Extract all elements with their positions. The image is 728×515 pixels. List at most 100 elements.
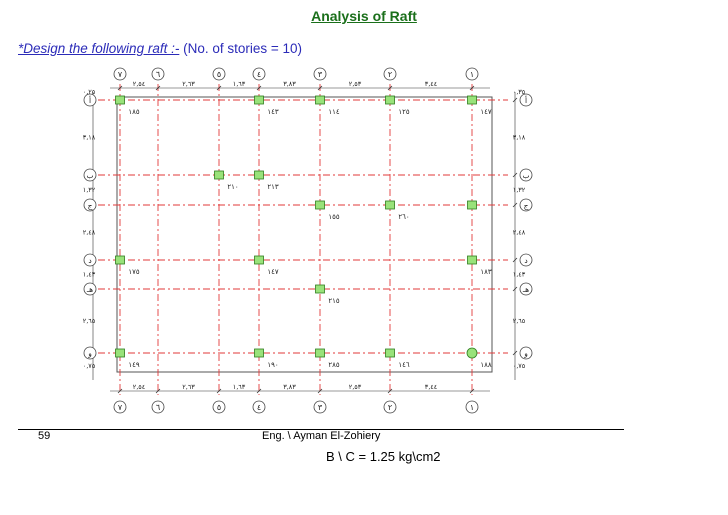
bottom-dimension-label: ٣,٨٣ — [283, 383, 296, 391]
bottom-axis-label: ٤ — [257, 403, 261, 412]
right-axis-label: ب — [522, 171, 529, 180]
right-axis-bubble — [519, 168, 533, 182]
column-load-label: ١٢٥ — [398, 108, 410, 116]
top-dimension-label: ٢,٥٤ — [133, 80, 146, 88]
left-axis-bubble — [83, 346, 97, 360]
right-axis-bubble — [519, 253, 533, 267]
bottom-dimension-label: ١,٦٣ — [233, 383, 246, 391]
left-edge-dimension-bottom: ٠,٧٥ — [83, 362, 96, 370]
column-load-label: ١٥٥ — [328, 213, 340, 221]
column-load-label: ١٧٥ — [128, 268, 140, 276]
right-edge-dimension-top: ٠,٣٥ — [513, 88, 526, 96]
bottom-axis-bubble — [252, 400, 266, 414]
dimension-tick — [317, 85, 323, 91]
left-dimension-label: ٢,٦٥ — [83, 317, 96, 325]
left-axis-label: د — [88, 256, 91, 265]
top-axis-bubble — [313, 67, 327, 81]
top-axis-bubble — [465, 67, 479, 81]
left-axis-label: أ — [89, 95, 91, 105]
bottom-dimension-label: ٣,٤٤ — [425, 383, 438, 391]
top-dimension-label: ٣,٤٤ — [425, 80, 438, 88]
column-load-label: ١٤٣ — [267, 108, 279, 116]
raft-design-heading: *Design the following raft :- (No. of st… — [18, 41, 302, 56]
column-load-label: ١٨٨ — [480, 361, 492, 369]
column-load-label: ١٤٩ — [128, 361, 140, 369]
bottom-dimension-label: ٢,٥٤ — [133, 383, 146, 391]
column-footing — [385, 95, 395, 105]
bottom-dimension-label: ٢,٥٣ — [349, 383, 362, 391]
top-axis-label: ٣ — [318, 70, 323, 79]
dimension-tick — [117, 85, 123, 91]
column-load-label: ١٤٧ — [480, 108, 492, 116]
dimension-tick — [512, 286, 518, 292]
column-footing — [254, 348, 264, 358]
column-footing — [466, 347, 478, 359]
bottom-axis-bubble — [212, 400, 226, 414]
left-edge-dimension-top: ٠,٢٥ — [83, 88, 96, 96]
top-axis-label: ٦ — [156, 70, 160, 79]
dimension-tick — [216, 85, 222, 91]
column-load-label: ٢١٠ — [227, 183, 238, 191]
bottom-axis-bubble — [151, 400, 165, 414]
left-axis-label: ج — [88, 201, 93, 210]
bottom-axis-bubble — [383, 400, 397, 414]
right-dimension-label: ٢,٦٥ — [513, 317, 526, 325]
column-footing — [115, 95, 125, 105]
raft-outline — [116, 96, 493, 373]
page-title: Analysis of Raft — [311, 8, 417, 24]
dimension-tick — [155, 388, 161, 394]
dimension-tick — [512, 257, 518, 263]
column-footing — [214, 170, 224, 180]
right-axis-bubble — [519, 93, 533, 107]
top-axis-bubble — [151, 67, 165, 81]
top-axis-bubble — [113, 67, 127, 81]
top-axis-label: ٧ — [118, 70, 123, 79]
column-load-label: ١٤٦ — [398, 361, 410, 369]
page-number: 59 — [38, 430, 51, 442]
column-footing — [315, 284, 325, 294]
dimension-tick — [387, 388, 393, 394]
column-load-label: ٢١٥ — [328, 297, 340, 305]
column-footing — [254, 255, 264, 265]
top-dimension-label: ٢,٥٣ — [349, 80, 362, 88]
bottom-axis-label: ٣ — [318, 403, 323, 412]
right-dimension-label: ١,٣٢ — [513, 186, 526, 194]
top-dimension-label: ٢,٦٣ — [182, 80, 195, 88]
right-dimension-label: ٢,٤٨ — [513, 229, 526, 237]
column-load-label: ٢٦٠ — [398, 213, 409, 221]
footer-divider — [18, 429, 624, 430]
right-axis-label: أ — [525, 95, 527, 105]
left-axis-bubble — [83, 93, 97, 107]
column-footing — [467, 200, 477, 210]
left-axis-label: ب — [86, 171, 93, 180]
column-load-label: ٢٨٥ — [328, 361, 340, 369]
left-axis-bubble — [83, 168, 97, 182]
dimension-tick — [216, 388, 222, 394]
column-load-label: ١٨٥ — [128, 108, 140, 116]
top-axis-bubble — [252, 67, 266, 81]
bottom-axis-label: ٥ — [217, 403, 221, 412]
column-load-label: ١٤٧ — [267, 268, 279, 276]
column-footing — [254, 95, 264, 105]
bottom-axis-label: ٢ — [388, 403, 392, 412]
column-footing — [385, 348, 395, 358]
bottom-axis-label: ٦ — [156, 403, 160, 412]
bottom-axis-bubble — [313, 400, 327, 414]
column-footing — [385, 200, 395, 210]
right-axis-label: ج — [524, 201, 529, 210]
author-credit: Eng. \ Ayman El-Zohiery — [262, 430, 381, 442]
column-footing — [467, 255, 477, 265]
left-axis-bubble — [83, 198, 97, 212]
design-lead-text: *Design the following raft :- — [18, 41, 180, 56]
stories-note: (No. of stories = 10) — [179, 41, 303, 56]
dimension-tick — [387, 85, 393, 91]
top-axis-label: ٢ — [388, 70, 392, 79]
top-axis-bubble — [212, 67, 226, 81]
column-footing — [315, 95, 325, 105]
dimension-tick — [256, 85, 262, 91]
top-axis-label: ٤ — [257, 70, 261, 79]
dimension-tick — [117, 388, 123, 394]
dimension-tick — [512, 202, 518, 208]
left-axis-bubble — [83, 253, 97, 267]
right-axis-bubble — [519, 346, 533, 360]
